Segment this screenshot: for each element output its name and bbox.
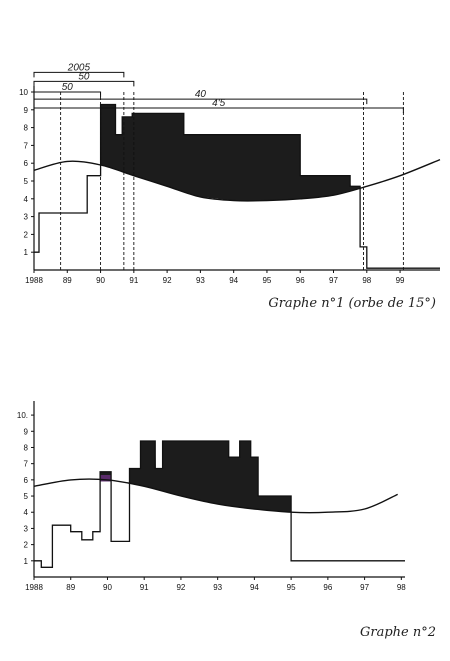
y-tick-label: 5 bbox=[24, 177, 29, 186]
annotation-label: 4'5 bbox=[212, 98, 225, 109]
y-tick-label: 1 bbox=[24, 557, 29, 566]
y-tick-label: 10 bbox=[19, 88, 28, 97]
y-tick-label: 4 bbox=[24, 195, 29, 204]
x-tick-label: 92 bbox=[176, 583, 185, 592]
annotation-bracket bbox=[33, 71, 125, 78]
y-tick-label: 6 bbox=[24, 476, 29, 485]
x-tick-label: 92 bbox=[163, 276, 172, 285]
x-tick-label: 1988 bbox=[25, 276, 43, 285]
x-tick-label: 97 bbox=[329, 276, 338, 285]
cycle-curve bbox=[33, 478, 398, 514]
x-tick-label: 91 bbox=[129, 276, 138, 285]
filled-region bbox=[101, 104, 360, 201]
x-tick-label: 94 bbox=[229, 276, 238, 285]
annotation-label: 50 bbox=[62, 82, 74, 93]
annotation-bracket bbox=[33, 98, 368, 105]
x-tick-label: 99 bbox=[396, 276, 405, 285]
x-tick-label: 91 bbox=[140, 583, 149, 592]
annotation-label: 50 bbox=[78, 71, 90, 82]
y-tick-label: 9 bbox=[24, 106, 29, 115]
x-tick-label: 98 bbox=[362, 276, 371, 285]
x-tick-label: 89 bbox=[63, 276, 72, 285]
y-tick-label: 5 bbox=[24, 492, 29, 501]
y-tick-label: 9 bbox=[24, 427, 29, 436]
y-tick-label: 8 bbox=[24, 124, 29, 133]
y-tick-label: 2 bbox=[24, 230, 29, 239]
y-tick-label: 6 bbox=[24, 159, 29, 168]
y-tick-label: 7 bbox=[24, 460, 29, 469]
x-tick-label: 98 bbox=[397, 583, 406, 592]
filled-region bbox=[129, 441, 291, 513]
annotation-bracket bbox=[33, 107, 404, 114]
y-tick-label: 3 bbox=[24, 524, 29, 533]
annotation-label: 40 bbox=[195, 89, 207, 100]
step-line bbox=[34, 103, 440, 269]
x-tick-label: 94 bbox=[250, 583, 259, 592]
x-tick-label: 97 bbox=[360, 583, 369, 592]
x-tick-label: 1988 bbox=[25, 583, 43, 592]
x-tick-label: 95 bbox=[262, 276, 271, 285]
y-tick-label: 8 bbox=[24, 443, 29, 452]
highlight-patch bbox=[100, 475, 112, 482]
x-tick-label: 93 bbox=[196, 276, 205, 285]
annotation-label: 2005 bbox=[67, 62, 91, 73]
x-tick-label: 90 bbox=[103, 583, 112, 592]
annotation-bracket bbox=[33, 80, 135, 87]
x-tick-label: 96 bbox=[296, 276, 305, 285]
y-tick-label: 4 bbox=[24, 508, 29, 517]
y-tick-label: 3 bbox=[24, 213, 29, 222]
x-tick-label: 96 bbox=[323, 583, 332, 592]
x-tick-label: 93 bbox=[213, 583, 222, 592]
x-tick-label: 90 bbox=[96, 276, 105, 285]
x-tick-label: 89 bbox=[66, 583, 75, 592]
y-tick-label: 1 bbox=[24, 248, 29, 257]
graph-2-caption: Graphe n°2 bbox=[359, 625, 436, 640]
graph-1-caption: Graphe n°1 (orbe de 15°) bbox=[268, 296, 436, 311]
y-tick-label: 2 bbox=[24, 541, 29, 550]
y-tick-label: 7 bbox=[24, 141, 29, 150]
x-tick-label: 95 bbox=[287, 583, 296, 592]
y-tick-label: 10. bbox=[17, 411, 28, 420]
step-line bbox=[34, 440, 405, 568]
